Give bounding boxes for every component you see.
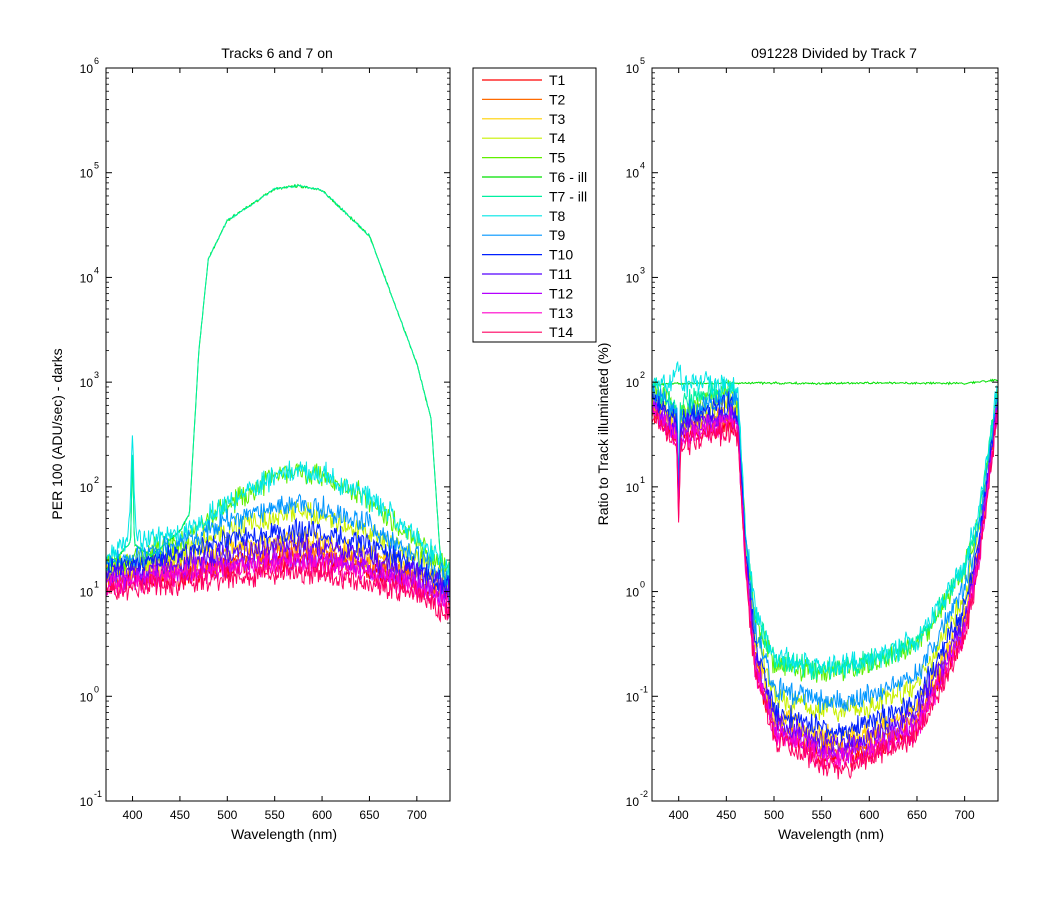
right-y-tick-label-base: 10: [626, 690, 640, 704]
right-plot-frame: [651, 67, 999, 802]
left-y-tick-label-exponent: 2: [94, 475, 99, 485]
left-chart-title: Tracks 6 and 7 on: [221, 45, 333, 61]
left-y-tick-label-base: 10: [80, 271, 94, 285]
right-series-line-t14: [651, 409, 999, 780]
left-x-tick-label: 600: [312, 808, 332, 822]
legend-box: [472, 67, 597, 343]
left-series-line-t13: [105, 552, 451, 620]
right-x-ticks: 400 450 500 550 600 650 700: [669, 68, 975, 822]
left-y-tick-label-base: 10: [80, 795, 94, 809]
left-y-tick-label-exponent: -1: [94, 789, 102, 799]
right-series-line-t9: [651, 384, 999, 714]
right-y-tick-label-base: 10: [626, 62, 640, 76]
left-series-group: [105, 183, 451, 623]
legend-label: T12: [549, 285, 573, 301]
right-x-tick-label: 500: [764, 808, 784, 822]
left-y-tick-label-exponent: 6: [94, 56, 99, 66]
right-y-tick-label-exponent: 1: [640, 475, 645, 485]
left-x-tick-label: 400: [123, 808, 143, 822]
legend-label: T4: [549, 130, 566, 146]
left-y-axis-label: PER 100 (ADU/sec) - darks: [49, 348, 65, 519]
legend-label: T11: [549, 266, 572, 282]
left-series-line-t8: [105, 435, 451, 580]
left-y-tick-label-exponent: 3: [94, 370, 99, 380]
left-y-tick-label-base: 10: [80, 167, 94, 181]
right-y-tick-label-base: 10: [626, 376, 640, 390]
legend-label: T6 - ill: [549, 169, 587, 185]
left-panel: Tracks 6 and 7 on 400 450 500 550 600 650 700 …: [49, 45, 451, 842]
left-y-tick-label-base: 10: [80, 481, 94, 495]
right-chart-title: 091228 Divided by Track 7: [751, 45, 917, 61]
right-x-axis-label: Wavelength (nm): [778, 826, 884, 842]
left-x-ticks: 400 450 500 550 600 650 700: [123, 68, 427, 822]
left-y-tick-label-base: 10: [80, 586, 94, 600]
legend-label: T2: [549, 91, 566, 107]
left-series-line-t7-ill: [105, 184, 451, 601]
left-x-tick-label: 550: [265, 808, 285, 822]
right-y-tick-label-exponent: 0: [640, 580, 645, 590]
left-y-tick-label-exponent: 5: [94, 161, 99, 171]
right-series-line-t3: [651, 391, 999, 749]
right-series-line-t12: [651, 400, 999, 764]
right-panel: 091228 Divided by Track 7 400 450 500 550 60…: [595, 45, 999, 842]
right-x-tick-label: 450: [716, 808, 736, 822]
legend-label: T14: [549, 324, 573, 340]
right-y-tick-label-exponent: 3: [640, 265, 645, 275]
legend-label: T3: [549, 111, 566, 127]
left-x-tick-label: 500: [217, 808, 237, 822]
right-y-tick-label-base: 10: [626, 586, 640, 600]
legend-label: T10: [549, 247, 573, 263]
right-y-tick-label-exponent: 2: [640, 370, 645, 380]
legend-label: T1: [549, 72, 566, 88]
legend-label: T13: [549, 305, 573, 321]
legend-items: T1 T2 T3 T4 T5 T6 - ill T7 - ill T8 T9 T10 T11 T12 T…: [482, 72, 587, 340]
right-series-group: [651, 360, 999, 780]
right-x-tick-label: 700: [955, 808, 975, 822]
left-series-line-t14: [105, 561, 451, 623]
left-y-tick-label-exponent: 0: [94, 684, 99, 694]
right-y-tick-label-base: 10: [626, 481, 640, 495]
right-series-line-t10: [651, 391, 999, 742]
legend-label: T7 - ill: [549, 188, 587, 204]
left-y-tick-label-base: 10: [80, 376, 94, 390]
left-x-axis-label: Wavelength (nm): [231, 826, 337, 842]
right-y-tick-label-exponent: -1: [640, 684, 648, 694]
right-series-line-t8: [651, 360, 999, 677]
right-y-tick-label-exponent: 5: [640, 56, 645, 66]
left-y-tick-label-base: 10: [80, 690, 94, 704]
left-y-tick-label-base: 10: [80, 62, 94, 76]
right-x-tick-label: 650: [907, 808, 927, 822]
right-series-line-t2: [651, 399, 999, 759]
left-plot-frame: [105, 67, 451, 802]
left-x-tick-label: 650: [359, 808, 379, 822]
right-y-tick-label-exponent: 4: [640, 161, 645, 171]
legend-label: T5: [549, 150, 566, 166]
left-y-tick-label-exponent: 4: [94, 265, 99, 275]
right-y-tick-label-base: 10: [626, 271, 640, 285]
left-x-tick-label: 450: [170, 808, 190, 822]
legend: T1 T2 T3 T4 T5 T6 - ill T7 - ill T8 T9 T10 T11 T12 T…: [472, 67, 597, 343]
right-x-tick-label: 550: [812, 808, 832, 822]
right-series-line-t13: [651, 407, 999, 770]
right-y-tick-label-base: 10: [626, 795, 640, 809]
legend-label: T8: [549, 208, 566, 224]
right-y-tick-label-exponent: -2: [640, 789, 648, 799]
left-x-tick-label: 700: [407, 808, 427, 822]
legend-label: T9: [549, 227, 566, 243]
right-x-tick-label: 400: [669, 808, 689, 822]
right-y-tick-label-base: 10: [626, 167, 640, 181]
right-y-axis-label: Ratio to Track illuminated (%): [595, 343, 611, 526]
right-x-tick-label: 600: [859, 808, 879, 822]
left-y-tick-label-exponent: 1: [94, 580, 99, 590]
right-series-line-t1: [651, 397, 999, 768]
